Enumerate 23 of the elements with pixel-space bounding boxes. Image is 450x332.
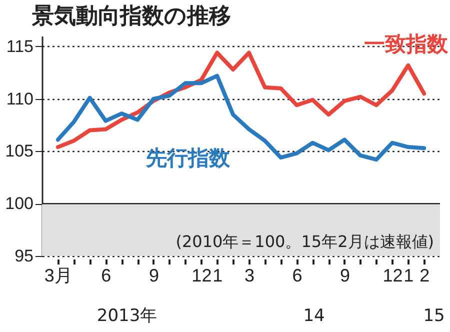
x-tick-label: 9	[148, 266, 159, 286]
chart-title: 景気動向指数の推移	[31, 4, 231, 29]
x-tick-label: 12	[192, 266, 212, 286]
y-tick-label: 105	[5, 142, 34, 161]
series-label: 先行指数	[145, 146, 231, 170]
x-tick-label: 9	[340, 266, 350, 286]
text: 15	[423, 306, 445, 326]
series-label: 一致指数	[364, 32, 449, 56]
x-tick-label: 1	[212, 266, 223, 286]
x-tick-label: 1	[404, 266, 414, 286]
text: 14	[303, 306, 325, 326]
x-tick-label: 12	[382, 266, 403, 286]
y-tick-label: 115	[6, 36, 34, 56]
y-tick-label: 110	[6, 89, 34, 108]
x-tick-label: 3月	[44, 266, 72, 286]
y-tick-label: 95	[14, 246, 34, 266]
x-tick-label: 6	[292, 266, 302, 286]
x-tick-label: 3	[244, 266, 254, 286]
annotation: (2010年＝100。15年2月は速報値)	[176, 232, 434, 251]
text: 2013年	[96, 306, 158, 326]
y-tick-label: 100	[5, 194, 34, 214]
x-tick-label: 6	[101, 266, 112, 286]
x-tick-label: 2	[420, 266, 430, 286]
